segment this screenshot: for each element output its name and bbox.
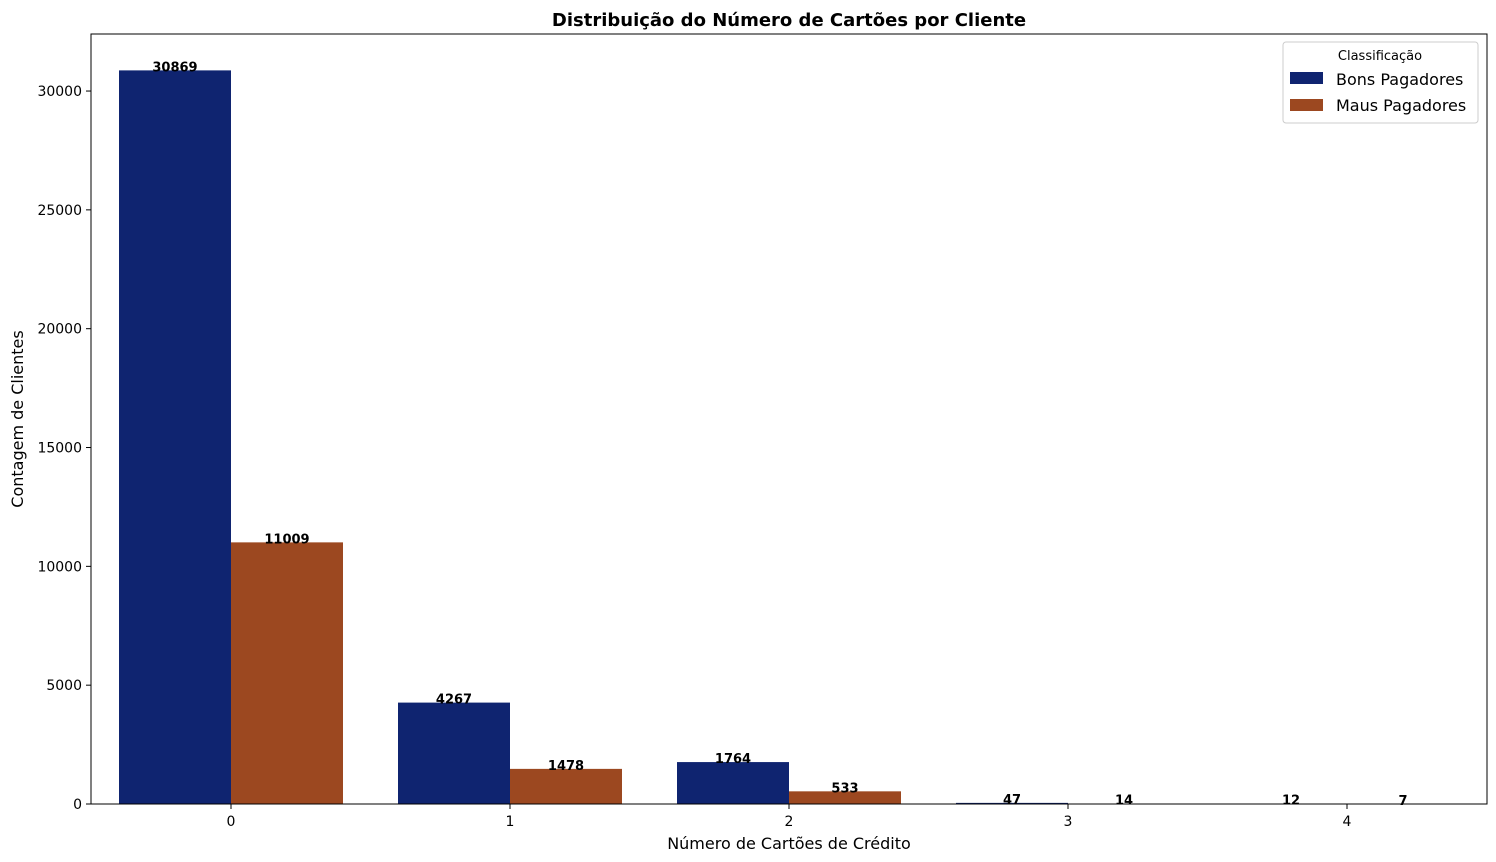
plot-frame [90,33,1488,805]
bars-group [119,70,1459,804]
bar-bons-pagadores-0 [119,70,231,804]
bar-maus-pagadores-1 [510,768,622,804]
y-tick-label-10000: 10000 [37,559,82,575]
bar-bons-pagadores-3 [956,802,1068,804]
legend-label-maus-pagadores: Maus Pagadores [1336,96,1466,115]
bar-bons-pagadores-2 [677,762,789,804]
legend-label-bons-pagadores: Bons Pagadores [1336,70,1463,89]
x-axis: 0 1 2 3 4 [227,804,1352,830]
bar-bons-pagadores-1 [398,702,510,804]
data-label-bons-pagadores-4: 12 [1282,794,1300,809]
legend-box [1282,41,1479,124]
y-tick-label-5000: 5000 [46,678,82,694]
x-tick-label-2: 2 [785,814,794,830]
data-label-bons-pagadores-0: 30869 [152,60,197,75]
x-tick-label-3: 3 [1064,814,1073,830]
x-tick-label-0: 0 [227,814,236,830]
y-tick-label-30000: 30000 [37,84,82,100]
legend-swatch-maus-pagadores [1290,99,1323,111]
y-tick-label-25000: 25000 [37,203,82,219]
data-label-bons-pagadores-2: 1764 [715,752,751,767]
data-label-maus-pagadores-3: 14 [1115,794,1133,809]
data-label-bons-pagadores-3: 47 [1003,793,1021,808]
x-tick-label-1: 1 [506,814,515,830]
data-labels-group: 30869 11009 4267 1478 1764 533 47 14 12 7 [152,60,1407,808]
bar-maus-pagadores-0 [231,542,343,804]
x-tick-label-4: 4 [1343,814,1352,830]
x-axis-label: Número de Cartões de Crédito [667,834,911,853]
bar-maus-pagadores-2 [789,791,901,804]
legend: Classificação Bons Pagadores Maus Pagado… [1282,41,1479,124]
data-label-maus-pagadores-4: 7 [1398,794,1407,809]
data-label-maus-pagadores-1: 1478 [548,759,584,774]
data-label-maus-pagadores-2: 533 [831,781,858,796]
data-label-maus-pagadores-0: 11009 [264,532,309,547]
legend-swatch-bons-pagadores [1290,72,1323,84]
chart-title: Distribuição do Número de Cartões por Cl… [552,10,1026,31]
y-axis: 0 5000 10000 15000 20000 25000 30000 [37,84,91,813]
y-tick-label-15000: 15000 [37,441,82,457]
y-tick-label-0: 0 [73,797,82,813]
y-tick-label-20000: 20000 [37,322,82,338]
y-axis-label: Contagem de Clientes [8,330,27,507]
legend-title: Classificação [1338,49,1422,64]
data-label-bons-pagadores-1: 4267 [436,693,472,708]
